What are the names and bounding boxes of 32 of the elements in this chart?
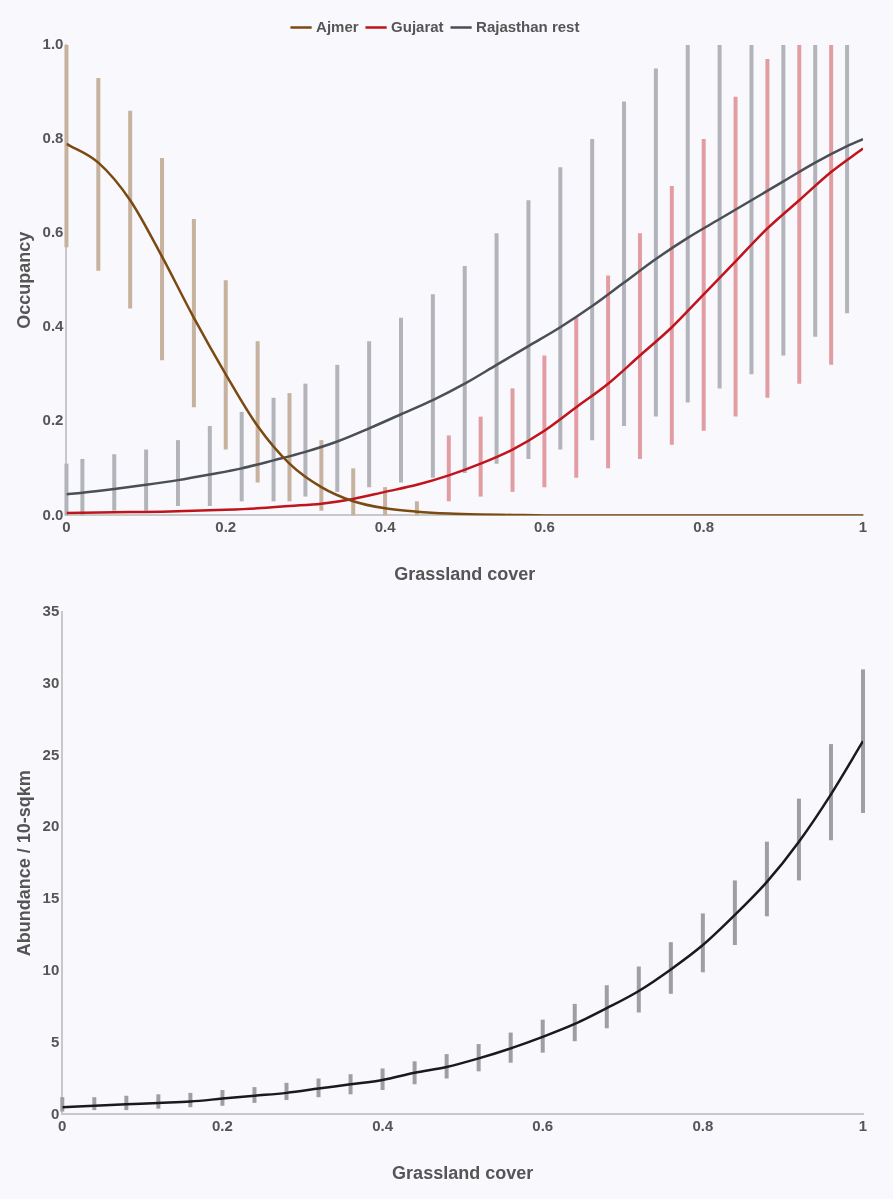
x-tick-label: 0.8 xyxy=(693,517,715,535)
y-tick-label: 25 xyxy=(42,745,60,763)
x-tick-label: 0.6 xyxy=(532,1116,554,1134)
y-tick-label: 0 xyxy=(50,1104,60,1122)
x-axis-title: Grassland cover xyxy=(394,564,536,585)
y-axis-title: Abundance / 10-sqkm xyxy=(13,770,34,957)
y-tick-label: 30 xyxy=(42,673,60,691)
x-axis-title: Grassland cover xyxy=(392,1163,534,1184)
legend-label: Rajasthan rest xyxy=(476,17,580,35)
x-tick-label: 0.8 xyxy=(692,1116,714,1134)
y-tick-label: 35 xyxy=(42,602,60,620)
legend-label: Gujarat xyxy=(391,17,444,35)
legend-label: Ajmer xyxy=(316,17,359,35)
y-tick-label: 0.4 xyxy=(42,317,65,335)
line-series xyxy=(62,739,863,1109)
y-tick-label: 5 xyxy=(50,1032,60,1050)
y-tick-label: 0.0 xyxy=(42,505,64,523)
x-tick-label: 0.2 xyxy=(212,1116,233,1134)
y-tick-label: 0.2 xyxy=(42,411,64,429)
x-tick-label: 1 xyxy=(858,517,868,535)
x-tick-label: 0.4 xyxy=(374,517,397,535)
y-axis-title: Occupancy xyxy=(13,231,34,329)
x-tick-label: 0.2 xyxy=(215,517,237,535)
y-tick-label: 1.0 xyxy=(42,35,64,53)
x-tick-label: 0.4 xyxy=(372,1116,394,1134)
x-tick-label: 1 xyxy=(858,1116,868,1134)
x-tick-label: 0.6 xyxy=(533,517,555,535)
y-tick-label: 0.6 xyxy=(42,223,64,241)
y-tick-label: 20 xyxy=(42,817,60,835)
y-tick-label: 10 xyxy=(42,961,60,978)
y-tick-label: 0.8 xyxy=(42,129,64,147)
y-tick-label: 15 xyxy=(42,889,60,907)
